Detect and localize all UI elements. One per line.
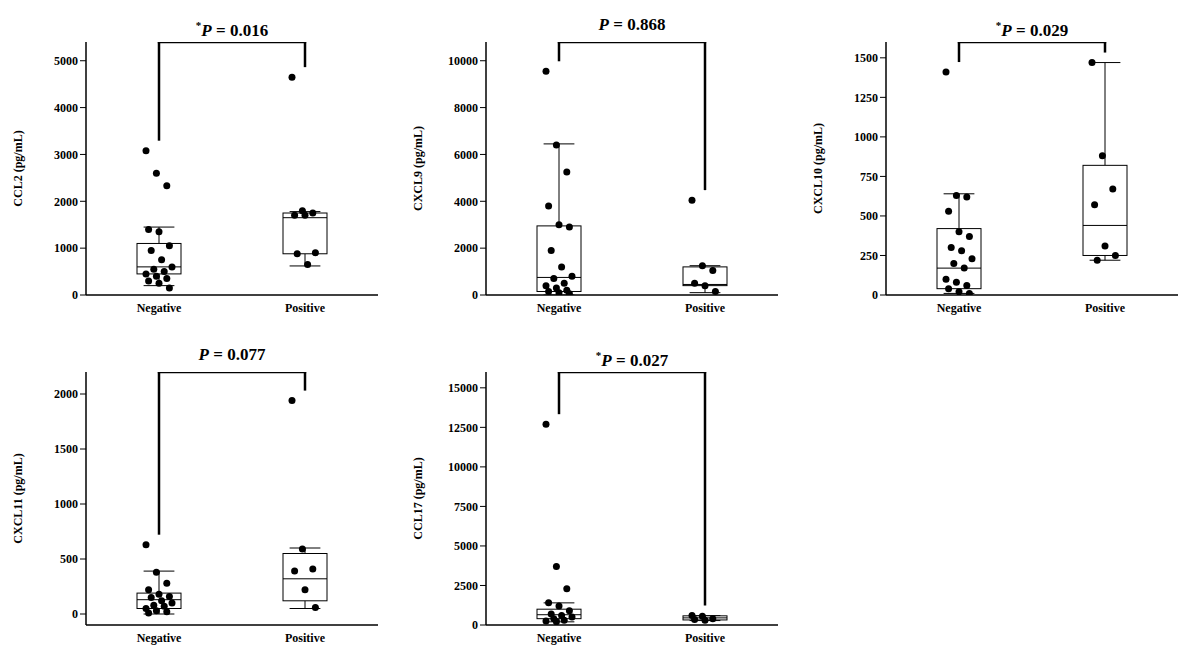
svg-text:5000: 5000 — [454, 539, 478, 553]
svg-text:0: 0 — [472, 618, 478, 632]
html-text:*P = 0.027: *P = 0.027 — [595, 349, 669, 370]
svg-text:CCL2 (pg/mL): CCL2 (pg/mL) — [11, 130, 25, 206]
html-text:P = 0.077: P = 0.077 — [198, 345, 266, 364]
svg-text:6000: 6000 — [454, 148, 478, 162]
svg-text:500: 500 — [60, 552, 78, 566]
svg-text:2000: 2000 — [54, 195, 78, 209]
svg-text:0: 0 — [72, 607, 78, 621]
svg-text:Negative: Negative — [137, 631, 182, 645]
svg-text:250: 250 — [860, 249, 878, 263]
svg-text:15000: 15000 — [448, 381, 478, 395]
svg-text:Negative: Negative — [537, 631, 582, 645]
svg-text:1250: 1250 — [854, 91, 878, 105]
svg-text:750: 750 — [860, 170, 878, 184]
html-text:P = 0.868: P = 0.868 — [598, 15, 666, 34]
svg-text:1000: 1000 — [54, 241, 78, 255]
svg-text:1500: 1500 — [854, 51, 878, 65]
svg-text:10000: 10000 — [448, 54, 478, 68]
svg-text:Negative: Negative — [937, 301, 982, 315]
svg-text:Positive: Positive — [285, 631, 326, 645]
svg-text:7500: 7500 — [454, 500, 478, 514]
svg-text:3000: 3000 — [54, 148, 78, 162]
svg-text:2000: 2000 — [54, 387, 78, 401]
svg-text:4000: 4000 — [54, 101, 78, 115]
svg-text:12500: 12500 — [448, 421, 478, 435]
svg-text:CCL17 (pg/mL): CCL17 (pg/mL) — [411, 457, 425, 539]
svg-text:Positive: Positive — [1085, 301, 1126, 315]
svg-text:Positive: Positive — [685, 301, 726, 315]
svg-text:0: 0 — [72, 288, 78, 302]
svg-text:1500: 1500 — [54, 442, 78, 456]
svg-text:2500: 2500 — [454, 579, 478, 593]
svg-text:500: 500 — [860, 209, 878, 223]
svg-text:1000: 1000 — [54, 497, 78, 511]
svg-text:Negative: Negative — [537, 301, 582, 315]
svg-text:4000: 4000 — [454, 195, 478, 209]
svg-text:0: 0 — [872, 288, 878, 302]
svg-text:Negative: Negative — [137, 301, 182, 315]
svg-text:2000: 2000 — [454, 241, 478, 255]
svg-text:CXCL9 (pg/mL): CXCL9 (pg/mL) — [411, 126, 425, 211]
svg-text:1000: 1000 — [854, 130, 878, 144]
svg-text:8000: 8000 — [454, 101, 478, 115]
html-text:*P = 0.016: *P = 0.016 — [195, 19, 269, 40]
html-text:*P = 0.029: *P = 0.029 — [995, 19, 1069, 40]
svg-text:CXCL10 (pg/mL): CXCL10 (pg/mL) — [811, 123, 825, 214]
svg-text:CXCL11 (pg/mL): CXCL11 (pg/mL) — [11, 453, 25, 543]
svg-text:0: 0 — [472, 288, 478, 302]
svg-text:5000: 5000 — [54, 54, 78, 68]
svg-text:10000: 10000 — [448, 460, 478, 474]
svg-text:Positive: Positive — [285, 301, 326, 315]
svg-text:Positive: Positive — [685, 631, 726, 645]
